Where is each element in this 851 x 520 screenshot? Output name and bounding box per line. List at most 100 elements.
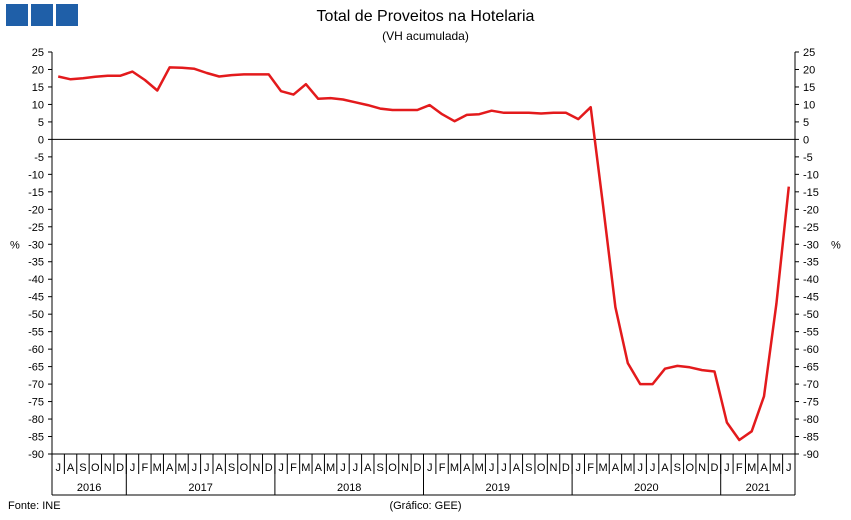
series-line [57, 66, 791, 442]
y-tick-label-right: -50 [803, 309, 819, 321]
month-tick-label: M [747, 462, 756, 474]
month-tick-label: D [413, 462, 421, 474]
y-tick-label-right: -5 [803, 152, 813, 164]
month-tick-label: J [637, 462, 643, 474]
y-tick-label-right: -80 [803, 414, 819, 426]
y-tick-label-left: -75 [28, 397, 44, 409]
month-tick-label: A [166, 462, 174, 474]
y-tick-label-left: -30 [28, 239, 44, 251]
month-tick-label: O [685, 462, 694, 474]
month-tick-label: J [353, 462, 359, 474]
month-tick-label: M [301, 462, 310, 474]
month-tick-label: F [736, 462, 743, 474]
month-tick-label: D [711, 462, 719, 474]
year-label: 2016 [77, 482, 101, 494]
y-tick-label-left: -50 [28, 309, 44, 321]
month-tick-label: M [177, 462, 186, 474]
month-tick-label: J [427, 462, 433, 474]
month-tick-label: N [698, 462, 706, 474]
y-tick-label-right: 5 [803, 117, 809, 129]
month-tick-label: J [278, 462, 284, 474]
y-tick-label-right: 20 [803, 64, 815, 76]
month-tick-label: J [724, 462, 730, 474]
y-tick-label-left: -85 [28, 432, 44, 444]
y-tick-label-right: -15 [803, 187, 819, 199]
month-tick-label: S [79, 462, 86, 474]
y-tick-label-left: 20 [32, 64, 44, 76]
logo-block-3-icon [56, 4, 78, 26]
y-tick-label-right: 10 [803, 99, 815, 111]
y-tick-label-right: -25 [803, 222, 819, 234]
month-tick-label: F [439, 462, 446, 474]
y-tick-label-left: -25 [28, 222, 44, 234]
y-tick-label-left: -65 [28, 362, 44, 374]
month-tick-label: S [674, 462, 681, 474]
month-tick-label: O [537, 462, 546, 474]
y-tick-label-right: -85 [803, 432, 819, 444]
y-axis-label-right: % [831, 239, 841, 251]
year-label: 2020 [634, 482, 658, 494]
month-tick-label: J [340, 462, 346, 474]
chart-subtitle: (VH acumulada) [382, 29, 469, 43]
month-tick-label: J [786, 462, 792, 474]
y-tick-label-right: -55 [803, 327, 819, 339]
y-tick-label-right: -45 [803, 292, 819, 304]
month-tick-label: D [116, 462, 124, 474]
month-tick-label: O [240, 462, 249, 474]
y-tick-label-right: 25 [803, 47, 815, 59]
month-tick-label: J [192, 462, 198, 474]
chart-credit: (Gráfico: GEE) [389, 500, 462, 512]
year-label: 2021 [746, 482, 770, 494]
y-tick-label-right: -40 [803, 274, 819, 286]
y-tick-label-left: -70 [28, 379, 44, 391]
month-tick-label: A [760, 462, 768, 474]
y-tick-label-left: 25 [32, 47, 44, 59]
month-tick-label: F [587, 462, 594, 474]
y-tick-label-left: -90 [28, 449, 44, 461]
month-tick-label: F [290, 462, 297, 474]
month-tick-label: N [252, 462, 260, 474]
y-tick-label-left: -45 [28, 292, 44, 304]
year-label: 2019 [486, 482, 510, 494]
y-tick-label-left: -20 [28, 204, 44, 216]
y-tick-label-right: -70 [803, 379, 819, 391]
y-tick-label-left: 15 [32, 82, 44, 94]
y-tick-label-right: -75 [803, 397, 819, 409]
month-tick-label: A [67, 462, 75, 474]
year-label: 2018 [337, 482, 361, 494]
month-tick-label: F [142, 462, 149, 474]
month-tick-label: A [661, 462, 669, 474]
month-tick-label: J [55, 462, 61, 474]
y-tick-label-left: -5 [34, 152, 44, 164]
year-label: 2017 [188, 482, 212, 494]
y-tick-label-left: -15 [28, 187, 44, 199]
month-tick-label: J [650, 462, 656, 474]
y-tick-label-right: -60 [803, 344, 819, 356]
y-tick-label-left: -60 [28, 344, 44, 356]
month-tick-label: S [376, 462, 383, 474]
y-tick-label-left: -40 [28, 274, 44, 286]
month-tick-label: J [489, 462, 495, 474]
month-tick-label: A [463, 462, 471, 474]
chart-title: Total de Proveitos na Hotelaria [316, 8, 535, 25]
month-tick-label: J [130, 462, 136, 474]
month-tick-label: M [623, 462, 632, 474]
month-tick-label: M [450, 462, 459, 474]
y-tick-label-left: 10 [32, 99, 44, 111]
month-tick-label: O [388, 462, 397, 474]
y-tick-label-left: 5 [38, 117, 44, 129]
y-tick-label-right: -20 [803, 204, 819, 216]
y-tick-label-right: 15 [803, 82, 815, 94]
y-tick-label-left: -35 [28, 257, 44, 269]
month-tick-label: D [562, 462, 570, 474]
logo-block-2-icon [31, 4, 53, 26]
y-tick-label-right: -90 [803, 449, 819, 461]
month-tick-label: N [550, 462, 558, 474]
month-tick-label: D [265, 462, 273, 474]
month-tick-label: A [612, 462, 620, 474]
month-tick-label: M [772, 462, 781, 474]
y-tick-label-left: -55 [28, 327, 44, 339]
y-tick-label-left: -80 [28, 414, 44, 426]
